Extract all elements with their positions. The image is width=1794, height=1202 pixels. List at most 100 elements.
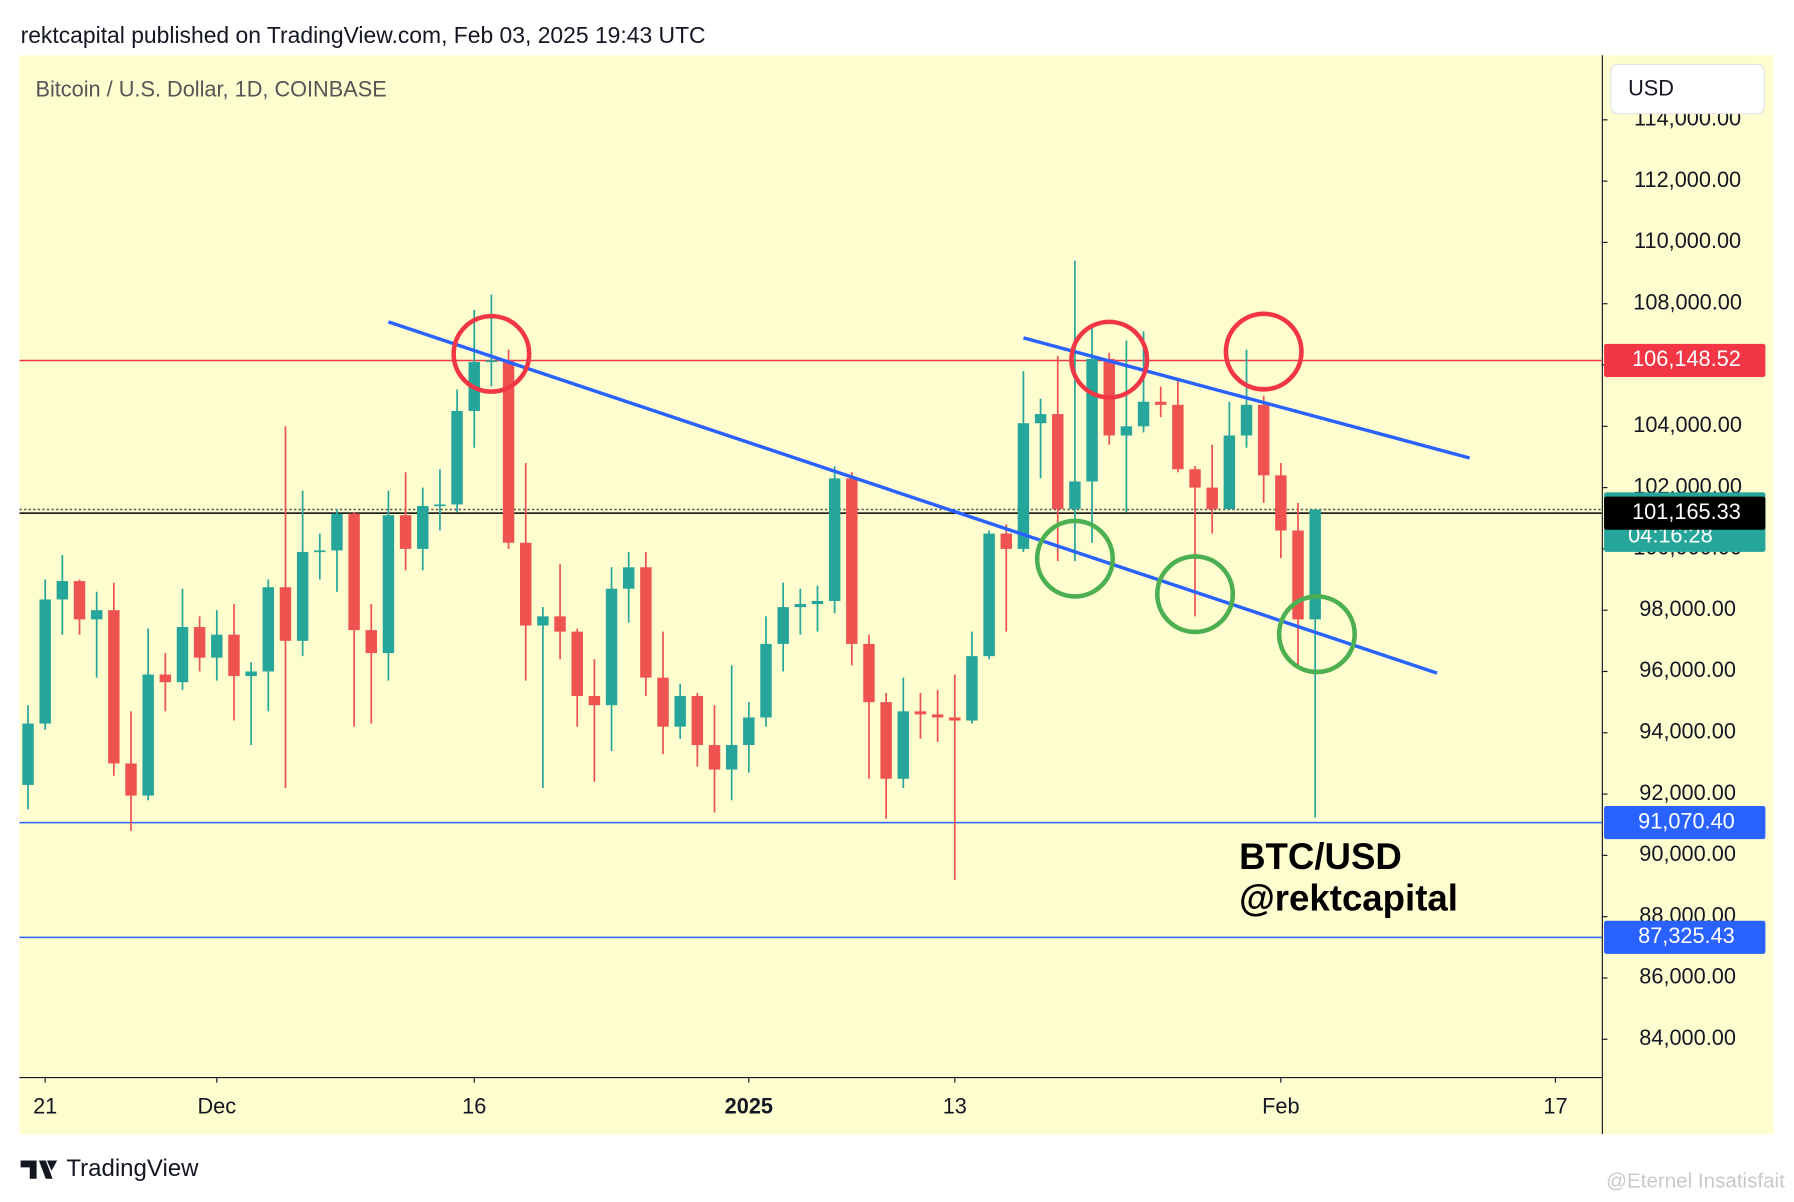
price-label-box: [1604, 343, 1766, 378]
price-label-box: [1604, 920, 1766, 954]
candle-body: [554, 616, 566, 632]
candle-body: [571, 631, 583, 697]
candle-body: [674, 696, 686, 727]
candle-body: [108, 610, 120, 764]
candle-body: [1172, 404, 1184, 470]
candle-body: [434, 504, 446, 507]
currency[interactable]: USD: [1628, 75, 1674, 100]
candle-body: [1275, 475, 1287, 531]
candle-body: [949, 717, 961, 721]
candle-body: [1052, 414, 1064, 510]
candle-body: [1034, 414, 1047, 424]
x-tick-label: Dec: [198, 1094, 237, 1119]
candle-body: [176, 627, 189, 683]
candle-body: [846, 478, 858, 644]
candle-body: [417, 505, 429, 549]
candle-body: [228, 634, 240, 677]
highlight-circle: [1276, 594, 1357, 675]
candle-body: [622, 567, 635, 589]
candle-body: [966, 656, 978, 721]
candle-body: [1223, 435, 1236, 510]
candle-body: [142, 674, 154, 796]
chart-background: [19, 55, 1774, 1135]
candle-body: [1069, 481, 1081, 510]
candle-body: [125, 763, 137, 796]
price-label-box: [1604, 805, 1766, 840]
candle-body: [365, 630, 377, 654]
candle-body: [1257, 404, 1270, 476]
y-tick-label: 104,000.00: [1633, 412, 1742, 437]
candle-body: [588, 696, 601, 706]
price-label-box: [1604, 496, 1766, 530]
candle-body: [1292, 530, 1304, 620]
watermark: @Eternel Insatisfait: [1606, 1170, 1785, 1193]
candle-body: [502, 360, 515, 543]
candle-body: [1000, 533, 1012, 549]
highlight-circle: [1034, 518, 1115, 599]
trendline: [1022, 336, 1471, 460]
candle-body: [1240, 404, 1253, 436]
candle-body: [811, 600, 824, 605]
y-tick-label: 86,000.00: [1639, 964, 1736, 989]
y-tick-label: 84,000.00: [1639, 1025, 1736, 1050]
candle-body: [897, 711, 910, 779]
candle-body: [193, 627, 206, 658]
price-label: 106,148.52: [1632, 346, 1741, 371]
currency-box[interactable]: [1610, 63, 1765, 115]
price-label: 101,165.33: [1632, 499, 1741, 524]
plot: [19, 260, 1602, 939]
y-tick-label: 98,000.00: [1639, 596, 1736, 621]
tradingview-logo: [20, 1160, 58, 1179]
annotation-text: @rektcapital: [1239, 877, 1458, 918]
x-tick-label: 17: [1543, 1094, 1567, 1119]
y-tick-label: 108,000.00: [1633, 289, 1742, 314]
candle-body: [485, 360, 498, 363]
candle-body: [1309, 509, 1321, 620]
candle-body: [1206, 487, 1218, 510]
y-tick-label: 110,000.00: [1634, 228, 1741, 253]
annotation-text: BTC/USD: [1239, 836, 1402, 877]
candle-body: [983, 533, 995, 657]
candle-body: [1155, 401, 1167, 405]
x-tick-label: 13: [943, 1094, 967, 1119]
candle-body: [520, 542, 532, 626]
brand: TradingView: [66, 1155, 199, 1182]
candle-body: [863, 643, 875, 703]
trendline: [387, 320, 1438, 675]
highlight-circle: [1223, 311, 1304, 392]
candle-body: [777, 607, 789, 644]
x-tick-label: 2025: [725, 1094, 773, 1119]
highlight-circle: [1069, 319, 1150, 400]
candle-body: [880, 702, 892, 779]
y-tick-label: 94,000.00: [1639, 719, 1736, 744]
highlight-circle: [451, 313, 532, 394]
candle-body: [451, 410, 463, 505]
candle-body: [640, 567, 652, 678]
candle-body: [279, 587, 292, 641]
candle-body: [1137, 401, 1150, 427]
candle-body: [537, 616, 549, 626]
candle-body: [708, 745, 721, 770]
y-tick-label: 112,000.00: [1634, 167, 1741, 192]
candle-body: [1086, 358, 1098, 482]
candle-body: [296, 551, 309, 641]
candle-body: [760, 643, 772, 718]
candle-body: [605, 588, 618, 706]
candle-body: [399, 515, 412, 549]
candle-body: [1120, 426, 1133, 436]
candle-body: [828, 478, 841, 601]
chart-title: Bitcoin / U.S. Dollar, 1D, COINBASE: [35, 76, 386, 101]
highlight-circle: [1155, 554, 1236, 635]
price-label: 87,325.43: [1638, 923, 1735, 948]
candle-body: [657, 677, 669, 727]
candle-body: [73, 581, 86, 620]
candle-body: [725, 745, 738, 770]
candle-body: [382, 515, 395, 654]
candle-body: [1017, 423, 1030, 549]
candle-body: [931, 714, 944, 718]
candle-body: [691, 696, 704, 746]
candle-body: [262, 587, 275, 672]
candle-body: [1189, 469, 1201, 488]
candle-body: [159, 674, 172, 683]
